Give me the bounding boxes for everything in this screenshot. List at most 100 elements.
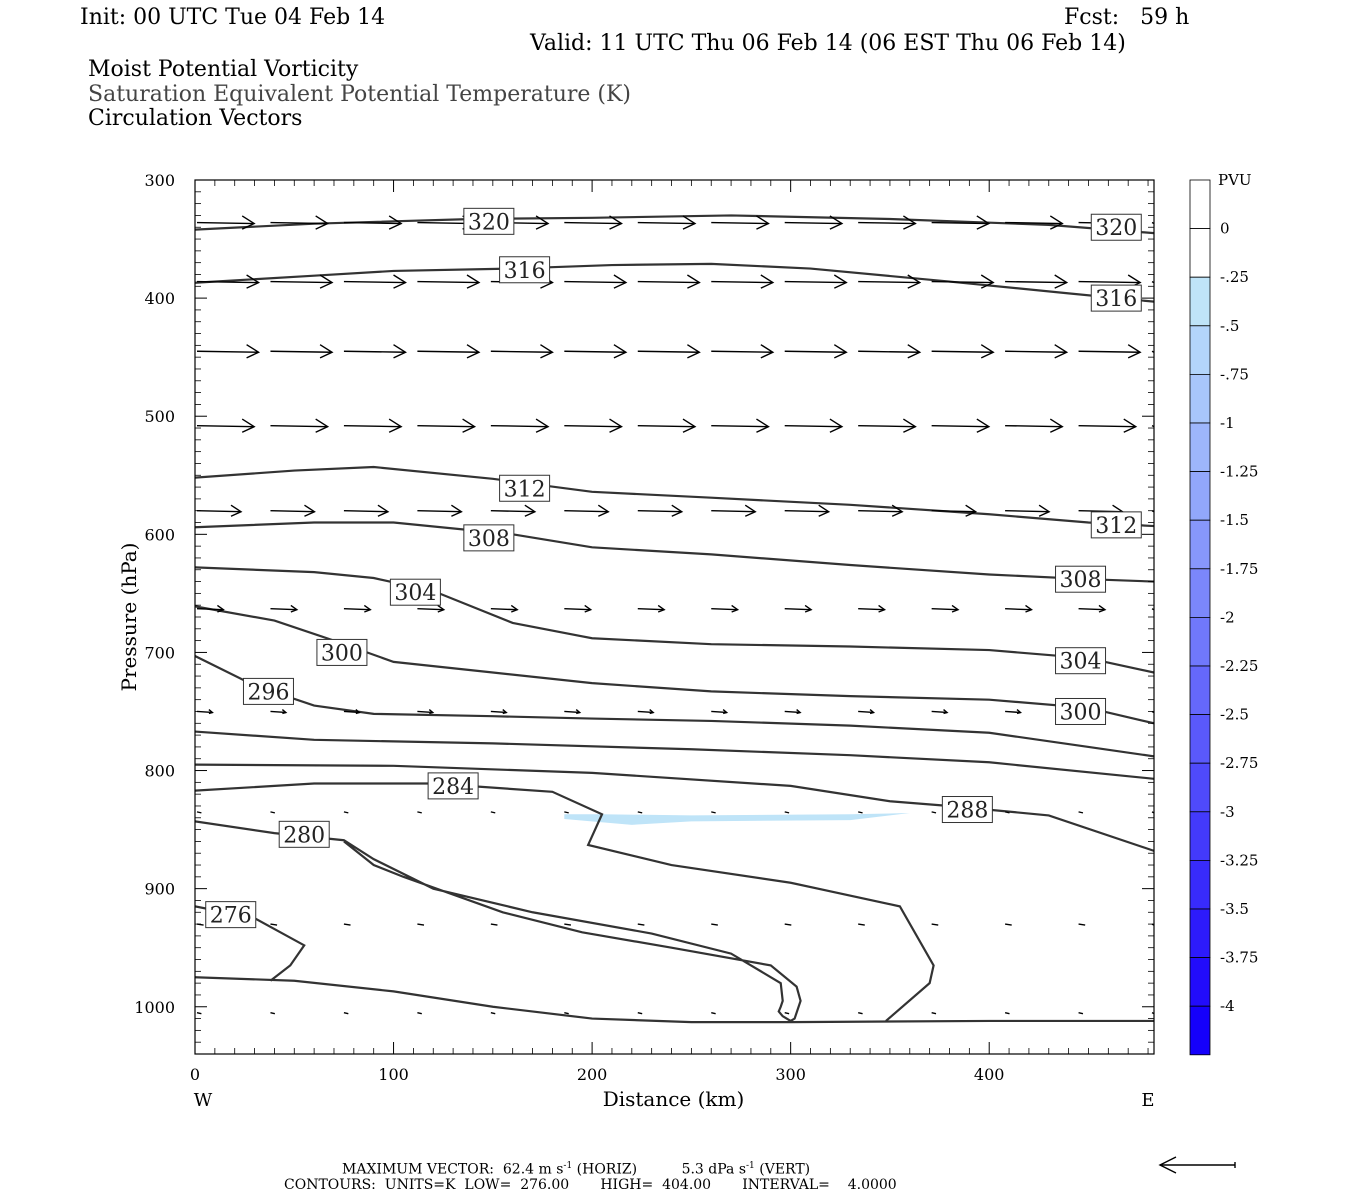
vector-shaft-r0-c2	[343, 221, 402, 225]
vector-head-r5-c7	[731, 604, 740, 613]
vector-head-r5-c10	[951, 604, 960, 613]
colorbar-swatch-4	[1189, 373, 1211, 424]
vector-head-r6-c7	[722, 709, 729, 715]
vector-shaft-r0-c0	[196, 221, 255, 225]
vector-shaft-r8-c10	[931, 923, 939, 926]
vector-head-r3-c7	[756, 418, 770, 433]
vector-shaft-r9-c9	[858, 1011, 863, 1015]
vector-head-r1-c11	[1054, 274, 1069, 289]
vector-shaft-r9-c11	[1004, 1011, 1010, 1015]
vector-head-r4-c6	[671, 504, 684, 517]
colorbar-swatch-0	[1189, 179, 1211, 229]
vector-head-r1-c6	[687, 274, 701, 289]
contour-label-box-308-1	[1055, 565, 1107, 593]
vector-shaft-r5-c9	[858, 608, 885, 611]
vector-shaft-r9-c6	[637, 1011, 643, 1015]
vector-head-r0-c5	[609, 215, 623, 230]
vector-shaft-r7-c5	[564, 811, 569, 814]
vector-head-r0-c1	[315, 215, 330, 230]
contour-label-box-320-1	[1090, 213, 1142, 241]
y-tick-label-300: 300	[144, 171, 175, 190]
vector-head-r3-c10	[976, 418, 991, 433]
contour-label-312-1: 312	[1095, 514, 1137, 539]
vector-shaft-r8-c7	[711, 923, 718, 926]
vector-head-r1-c1	[319, 274, 334, 289]
vector-head-r3-c2	[388, 418, 403, 433]
contour-label-320-1: 320	[1095, 216, 1137, 241]
vector-shaft-r3-c12	[1078, 424, 1136, 428]
colorbar-label-7: -1.75	[1220, 560, 1258, 578]
colorbar-swatch-15	[1189, 908, 1211, 958]
x-end-label-east: E	[1141, 1090, 1154, 1111]
vector-shaft-r3-c7	[711, 424, 769, 428]
contour-312	[195, 465, 1154, 528]
vector-shaft-r6-c11	[1005, 710, 1021, 714]
y-tick-label-400: 400	[144, 289, 175, 308]
vector-head-r5-c9	[878, 604, 887, 613]
contour-label-box-304-1	[1055, 647, 1107, 675]
contour-label-308-1: 308	[1060, 568, 1102, 593]
vector-head-r2-c6	[687, 344, 701, 359]
contour-label-312-0: 312	[504, 477, 546, 502]
vector-shaft-r3-c1	[270, 424, 328, 428]
vector-shaft-r5-c12	[1078, 608, 1105, 611]
vector-shaft-r3-c0	[196, 424, 255, 428]
vector-head-r2-c4	[540, 344, 554, 359]
colorbar-swatch-8	[1189, 568, 1211, 618]
vector-head-r1-c9	[907, 274, 922, 289]
contour-308	[195, 521, 1154, 583]
vector-shaft-r6-c1	[270, 710, 286, 714]
vector-shaft-r0-c8	[784, 221, 842, 225]
valid-time: Valid: 11 UTC Thu 06 Feb 14 (06 EST Thu …	[530, 31, 1126, 56]
contour-label-box-312-1	[1090, 511, 1142, 539]
vector-head-r2-c5	[613, 344, 628, 359]
init-time: Init: 00 UTC Tue 04 Feb 14	[80, 5, 386, 30]
colorbar-label-2: -.5	[1220, 317, 1239, 335]
vector-head-r2-c8	[833, 344, 848, 359]
contour-272	[195, 976, 1154, 1024]
vector-head-r0-c4	[535, 215, 550, 230]
vector-shaft-r2-c6	[637, 350, 700, 353]
vector-head-r3-c1	[315, 418, 330, 433]
vector-shaft-r6-c8	[784, 710, 801, 714]
vector-shaft-r1-c7	[711, 280, 773, 284]
vector-head-r2-c7	[760, 344, 775, 359]
colorbar-label-14: -3.5	[1220, 900, 1249, 918]
vector-shaft-r4-c3	[417, 510, 462, 513]
vector-head-r5-c1	[290, 604, 299, 613]
contour-320	[195, 214, 1154, 235]
vector-shaft-r1-c11	[1005, 280, 1067, 284]
colorbar-swatch-6	[1189, 471, 1211, 521]
y-axis-title: Pressure (hPa)	[117, 543, 141, 692]
colorbar-swatch-16	[1189, 957, 1211, 1007]
vector-shaft-r8-c6	[637, 923, 645, 926]
contour-label-box-296-0	[242, 677, 294, 705]
vector-shaft-r5-c0	[196, 608, 224, 611]
vector-head-r0-c6	[682, 215, 697, 230]
vector-shaft-r2-c0	[196, 350, 259, 353]
colorbar-label-1: -.25	[1220, 268, 1249, 286]
vector-shaft-r4-c5	[564, 510, 609, 513]
vector-shaft-r2-c4	[490, 350, 553, 353]
vector-head-r0-c11	[1049, 215, 1064, 230]
contour-label-box-288-0	[941, 796, 993, 824]
vector-shaft-r6-c6	[637, 710, 654, 714]
vector-shaft-r5-c5	[564, 608, 591, 611]
vector-shaft-r0-c11	[1005, 221, 1063, 225]
vector-shaft-r5-c2	[343, 608, 371, 611]
vector-shaft-r7-c11	[1004, 811, 1010, 814]
vector-shaft-r6-c5	[564, 710, 580, 714]
max-vector-note: MAXIMUM VECTOR: 62.4 m s-1 (HORIZ) 5.3 d…	[342, 1158, 810, 1178]
vector-shaft-r9-c7	[711, 1011, 716, 1015]
colorbar-label-11: -2.75	[1220, 754, 1258, 772]
vector-shaft-r1-c8	[784, 280, 847, 284]
vector-shaft-r3-c6	[637, 424, 695, 428]
vector-shaft-r7-c4	[490, 811, 496, 814]
contour-304	[195, 566, 1154, 674]
vector-head-r4-c5	[597, 504, 610, 517]
vector-shaft-r8-c11	[1004, 923, 1012, 926]
vector-head-r5-c8	[804, 604, 813, 613]
vector-shaft-r2-c3	[417, 350, 480, 353]
vector-head-r6-c0	[208, 709, 214, 715]
